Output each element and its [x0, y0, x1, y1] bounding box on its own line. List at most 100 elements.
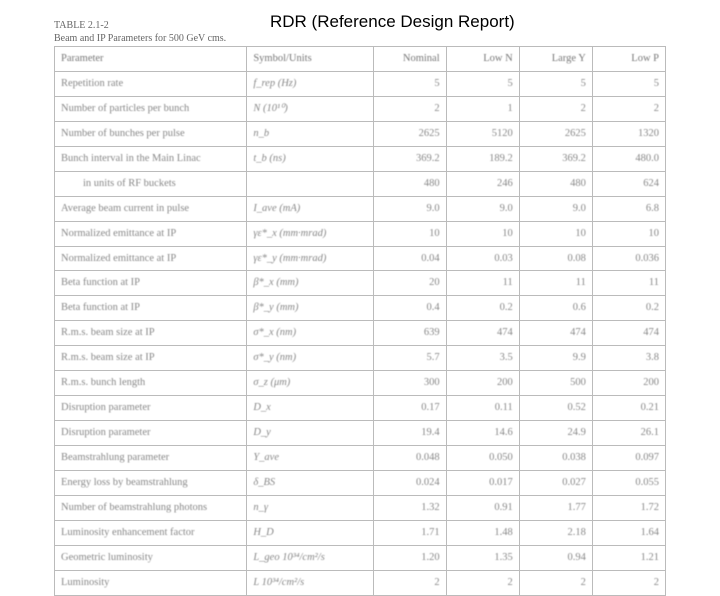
cell-parameter: Energy loss by beamstrahlung [55, 470, 247, 495]
cell-parameter: Number of beamstrahlung photons [55, 495, 247, 520]
cell-value: 0.4 [373, 296, 446, 321]
cell-value: 624 [592, 171, 665, 196]
cell-symbol: f_rep (Hz) [247, 71, 373, 96]
cell-parameter: Beamstrahlung parameter [55, 446, 247, 471]
cell-value: 10 [592, 221, 665, 246]
cell-value: 9.9 [519, 346, 592, 371]
cell-parameter: Luminosity [55, 570, 247, 595]
cell-value: 0.048 [373, 446, 446, 471]
cell-value: 0.097 [592, 446, 665, 471]
cell-parameter: Bunch interval in the Main Linac [55, 146, 247, 171]
cell-value: 10 [373, 221, 446, 246]
cell-value: 24.9 [519, 421, 592, 446]
cell-value: 369.2 [519, 146, 592, 171]
cell-value: 2 [592, 96, 665, 121]
cell-value: 200 [446, 371, 519, 396]
cell-symbol: D_x [247, 396, 373, 421]
cell-value: 2 [446, 570, 519, 595]
cell-value: 2.18 [519, 520, 592, 545]
table-row: in units of RF buckets480246480624 [55, 171, 666, 196]
cell-value: 2625 [373, 121, 446, 146]
cell-value: 1.32 [373, 495, 446, 520]
col-large-y: Large Y [519, 47, 592, 72]
cell-value: 2 [519, 96, 592, 121]
cell-value: 0.050 [446, 446, 519, 471]
col-low-p: Low P [592, 47, 665, 72]
cell-symbol: D_y [247, 421, 373, 446]
cell-parameter: Average beam current in pulse [55, 196, 247, 221]
cell-value: 300 [373, 371, 446, 396]
table-row: Normalized emittance at IPγε*_y (mm·mrad… [55, 246, 666, 271]
cell-symbol: δ_BS [247, 470, 373, 495]
cell-value: 1 [446, 96, 519, 121]
cell-value: 0.91 [446, 495, 519, 520]
table-row: Bunch interval in the Main Linact_b (ns)… [55, 146, 666, 171]
cell-value: 1.71 [373, 520, 446, 545]
cell-value: 19.4 [373, 421, 446, 446]
cell-value: 0.94 [519, 545, 592, 570]
table-row: Number of bunches per pulsen_b2625512026… [55, 121, 666, 146]
cell-symbol: σ*_y (nm) [247, 346, 373, 371]
cell-value: 5 [373, 71, 446, 96]
cell-parameter: R.m.s. beam size at IP [55, 321, 247, 346]
cell-parameter: Number of particles per bunch [55, 96, 247, 121]
cell-value: 2 [373, 96, 446, 121]
cell-parameter: Repetition rate [55, 71, 247, 96]
cell-value: 6.8 [592, 196, 665, 221]
cell-value: 26.1 [592, 421, 665, 446]
table-row: Beamstrahlung parameterΥ_ave0.0480.050 0.… [55, 446, 666, 471]
table-header-row: Parameter Symbol/Units Nominal Low N Lar… [55, 47, 666, 72]
cell-value: 0.6 [519, 296, 592, 321]
cell-value: 11 [519, 271, 592, 296]
cell-symbol: n_γ [247, 495, 373, 520]
cell-value: 246 [446, 171, 519, 196]
table-row: Number of particles per bunchN (10¹⁰)212… [55, 96, 666, 121]
cell-parameter: Disruption parameter [55, 396, 247, 421]
table-caption: Beam and IP Parameters for 500 GeV cms. [54, 33, 666, 44]
cell-value: 189.2 [446, 146, 519, 171]
cell-symbol [247, 171, 373, 196]
cell-value: 1.64 [592, 520, 665, 545]
cell-symbol: γε*_y (mm·mrad) [247, 246, 373, 271]
cell-value: 474 [592, 321, 665, 346]
cell-value: 14.6 [446, 421, 519, 446]
table-row: Luminosity enhancement factorH_D1.711.48… [55, 520, 666, 545]
cell-value: 0.2 [592, 296, 665, 321]
cell-value: 1.35 [446, 545, 519, 570]
cell-value: 1.21 [592, 545, 665, 570]
cell-symbol: L 10³⁴/cm²/s [247, 570, 373, 595]
cell-symbol: σ*_x (nm) [247, 321, 373, 346]
page-root: RDR (Reference Design Report) TABLE 2.1-… [0, 0, 720, 596]
table-row: Repetition ratef_rep (Hz)5555 [55, 71, 666, 96]
cell-value: 480.0 [592, 146, 665, 171]
cell-parameter: in units of RF buckets [55, 171, 247, 196]
table-row: LuminosityL 10³⁴/cm²/s2222 [55, 570, 666, 595]
cell-value: 10 [446, 221, 519, 246]
cell-value: 5.7 [373, 346, 446, 371]
cell-value: 3.5 [446, 346, 519, 371]
cell-value: 1.20 [373, 545, 446, 570]
cell-value: 0.08 [519, 246, 592, 271]
table-row: Number of beamstrahlung photonsn_γ1.320.… [55, 495, 666, 520]
cell-value: 5120 [446, 121, 519, 146]
cell-value: 480 [373, 171, 446, 196]
cell-symbol: I_ave (mA) [247, 196, 373, 221]
cell-value: 5 [446, 71, 519, 96]
cell-symbol: Υ_ave [247, 446, 373, 471]
cell-symbol: β*_y (mm) [247, 296, 373, 321]
table-row: Average beam current in pulseI_ave (mA)9… [55, 196, 666, 221]
table-row: R.m.s. beam size at IPσ*_y (nm)5.73.59.9… [55, 346, 666, 371]
cell-value: 474 [519, 321, 592, 346]
table-row: Energy loss by beamstrahlungδ_BS0.0240.0… [55, 470, 666, 495]
cell-value: 0.03 [446, 246, 519, 271]
parameters-table: Parameter Symbol/Units Nominal Low N Lar… [54, 46, 666, 596]
cell-value: 20 [373, 271, 446, 296]
table-row: R.m.s. beam size at IPσ*_x (nm)639474474… [55, 321, 666, 346]
cell-parameter: Luminosity enhancement factor [55, 520, 247, 545]
cell-value: 474 [446, 321, 519, 346]
cell-value: 0.017 [446, 470, 519, 495]
col-symbol: Symbol/Units [247, 47, 373, 72]
cell-value: 0.036 [592, 246, 665, 271]
cell-symbol: N (10¹⁰) [247, 96, 373, 121]
cell-value: 11 [592, 271, 665, 296]
